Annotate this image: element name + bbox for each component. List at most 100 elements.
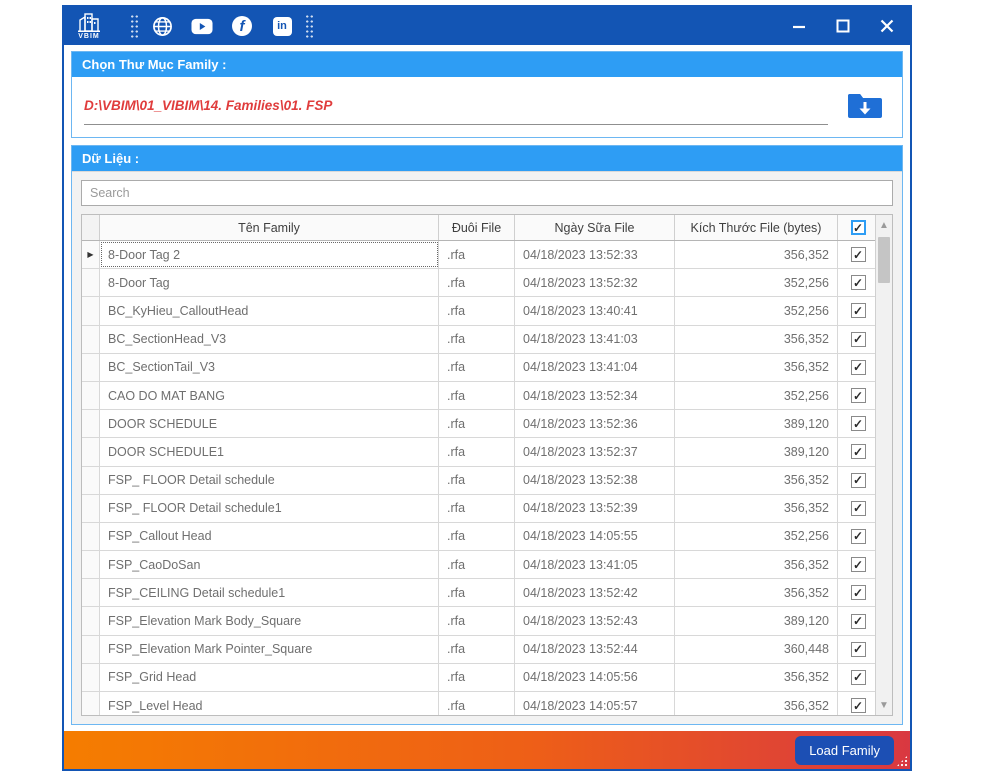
titlebar-grip-left (130, 14, 139, 38)
table-row[interactable]: FSP_CaoDoSan .rfa 04/18/2023 13:41:05 35… (82, 551, 875, 579)
scroll-down-arrow[interactable]: ▼ (876, 695, 892, 715)
cell-modified-date: 04/18/2023 13:52:36 (515, 410, 675, 437)
footer-bar: Load Family (64, 731, 910, 769)
table-row[interactable]: FSP_Grid Head .rfa 04/18/2023 14:05:56 3… (82, 664, 875, 692)
row-selector-cell: ▶ (82, 241, 100, 268)
row-checkbox[interactable]: ✓ (851, 670, 866, 685)
minimize-button[interactable] (788, 15, 810, 37)
folder-download-icon (845, 90, 885, 120)
row-checkbox[interactable]: ✓ (851, 698, 866, 713)
check-icon: ✓ (853, 615, 863, 627)
row-selector-cell (82, 354, 100, 381)
check-icon: ✓ (853, 643, 863, 655)
scroll-up-arrow[interactable]: ▲ (876, 215, 892, 235)
cell-file-ext: .rfa (439, 326, 515, 353)
scroll-thumb[interactable] (878, 237, 890, 283)
row-checkbox[interactable]: ✓ (851, 444, 866, 459)
search-input[interactable] (81, 180, 893, 206)
row-checkbox[interactable]: ✓ (851, 416, 866, 431)
table-row[interactable]: FSP_Elevation Mark Body_Square .rfa 04/1… (82, 607, 875, 635)
cell-family-name: FSP_Elevation Mark Pointer_Square (100, 636, 439, 663)
folder-section-body: D:\VBIM\01_VIBIM\14. Families\01. FSP (72, 77, 902, 137)
check-icon: ✓ (853, 249, 863, 261)
header-family-name[interactable]: Tên Family (100, 215, 439, 240)
browse-folder-button[interactable] (842, 88, 888, 122)
cell-file-ext: .rfa (439, 438, 515, 465)
load-family-button[interactable]: Load Family (795, 736, 894, 765)
folder-section-header: Chọn Thư Mục Family : (72, 52, 902, 77)
close-button[interactable] (876, 15, 898, 37)
cell-family-name: 8-Door Tag 2 (100, 241, 439, 268)
cell-file-ext: .rfa (439, 410, 515, 437)
row-checkbox[interactable]: ✓ (851, 303, 866, 318)
cell-modified-date: 04/18/2023 13:41:05 (515, 551, 675, 578)
table-row[interactable]: 8-Door Tag .rfa 04/18/2023 13:52:32 352,… (82, 269, 875, 297)
table-row[interactable]: FSP_Level Head .rfa 04/18/2023 14:05:57 … (82, 692, 875, 715)
cell-file-size: 356,352 (675, 495, 838, 522)
vertical-scrollbar[interactable]: ▲ ▼ (875, 215, 892, 715)
row-checkbox[interactable]: ✓ (851, 501, 866, 516)
cell-file-size: 356,352 (675, 692, 838, 715)
header-file-ext[interactable]: Đuôi File (439, 215, 515, 240)
table-row[interactable]: BC_SectionTail_V3 .rfa 04/18/2023 13:41:… (82, 354, 875, 382)
table-row[interactable]: FSP_Callout Head .rfa 04/18/2023 14:05:5… (82, 523, 875, 551)
header-file-size[interactable]: Kích Thước File (bytes) (675, 215, 838, 240)
table-row[interactable]: BC_KyHieu_CalloutHead .rfa 04/18/2023 13… (82, 297, 875, 325)
check-icon: ✓ (853, 305, 863, 317)
titlebar-grip-right (305, 14, 314, 38)
linkedin-icon[interactable]: in (271, 15, 293, 37)
check-icon: ✓ (853, 530, 863, 542)
row-checkbox[interactable]: ✓ (851, 529, 866, 544)
folder-section: Chọn Thư Mục Family : D:\VBIM\01_VIBIM\1… (71, 51, 903, 138)
check-icon: ✓ (853, 361, 863, 373)
table-row[interactable]: CAO DO MAT BANG .rfa 04/18/2023 13:52:34… (82, 382, 875, 410)
resize-grip[interactable] (896, 755, 908, 767)
row-checkbox[interactable]: ✓ (851, 473, 866, 488)
row-checkbox[interactable]: ✓ (851, 332, 866, 347)
titlebar: VBIM f (64, 7, 910, 45)
row-checkbox[interactable]: ✓ (851, 247, 866, 262)
table-row[interactable]: FSP_ FLOOR Detail schedule1 .rfa 04/18/2… (82, 495, 875, 523)
row-selector-cell (82, 523, 100, 550)
cell-file-ext: .rfa (439, 579, 515, 606)
globe-icon[interactable] (151, 15, 173, 37)
cell-file-ext: .rfa (439, 692, 515, 715)
row-checkbox[interactable]: ✓ (851, 585, 866, 600)
table-header-row: Tên Family Đuôi File Ngày Sữa File Kích … (82, 215, 875, 241)
youtube-icon[interactable] (191, 15, 213, 37)
header-modified-date[interactable]: Ngày Sữa File (515, 215, 675, 240)
table-row[interactable]: FSP_CEILING Detail schedule1 .rfa 04/18/… (82, 579, 875, 607)
table-row[interactable]: ▶ 8-Door Tag 2 .rfa 04/18/2023 13:52:33 … (82, 241, 875, 269)
table-row[interactable]: DOOR SCHEDULE .rfa 04/18/2023 13:52:36 3… (82, 410, 875, 438)
row-checkbox[interactable]: ✓ (851, 275, 866, 290)
cell-file-ext: .rfa (439, 551, 515, 578)
check-icon: ✓ (853, 222, 863, 234)
cell-checkbox: ✓ (838, 523, 875, 550)
row-selector-cell (82, 579, 100, 606)
row-checkbox[interactable]: ✓ (851, 388, 866, 403)
scroll-track[interactable] (876, 285, 892, 695)
cell-file-ext: .rfa (439, 382, 515, 409)
facebook-icon[interactable]: f (231, 15, 253, 37)
cell-checkbox: ✓ (838, 326, 875, 353)
table-row[interactable]: BC_SectionHead_V3 .rfa 04/18/2023 13:41:… (82, 326, 875, 354)
row-selector-cell (82, 495, 100, 522)
row-checkbox[interactable]: ✓ (851, 557, 866, 572)
cell-file-ext: .rfa (439, 269, 515, 296)
row-selector-cell (82, 636, 100, 663)
cell-checkbox: ✓ (838, 551, 875, 578)
table-row[interactable]: FSP_Elevation Mark Pointer_Square .rfa 0… (82, 636, 875, 664)
data-section: Dữ Liệu : Tên Family Đuôi File Ngày Sữa … (71, 145, 903, 725)
row-checkbox[interactable]: ✓ (851, 614, 866, 629)
row-checkbox[interactable]: ✓ (851, 642, 866, 657)
check-icon: ✓ (853, 474, 863, 486)
table-row[interactable]: DOOR SCHEDULE1 .rfa 04/18/2023 13:52:37 … (82, 438, 875, 466)
table-row[interactable]: FSP_ FLOOR Detail schedule .rfa 04/18/20… (82, 467, 875, 495)
check-icon: ✓ (853, 700, 863, 712)
row-checkbox[interactable]: ✓ (851, 360, 866, 375)
select-all-checkbox[interactable]: ✓ (851, 220, 866, 235)
cell-file-size: 352,256 (675, 382, 838, 409)
row-selector-cell (82, 326, 100, 353)
maximize-button[interactable] (832, 15, 854, 37)
cell-file-ext: .rfa (439, 636, 515, 663)
